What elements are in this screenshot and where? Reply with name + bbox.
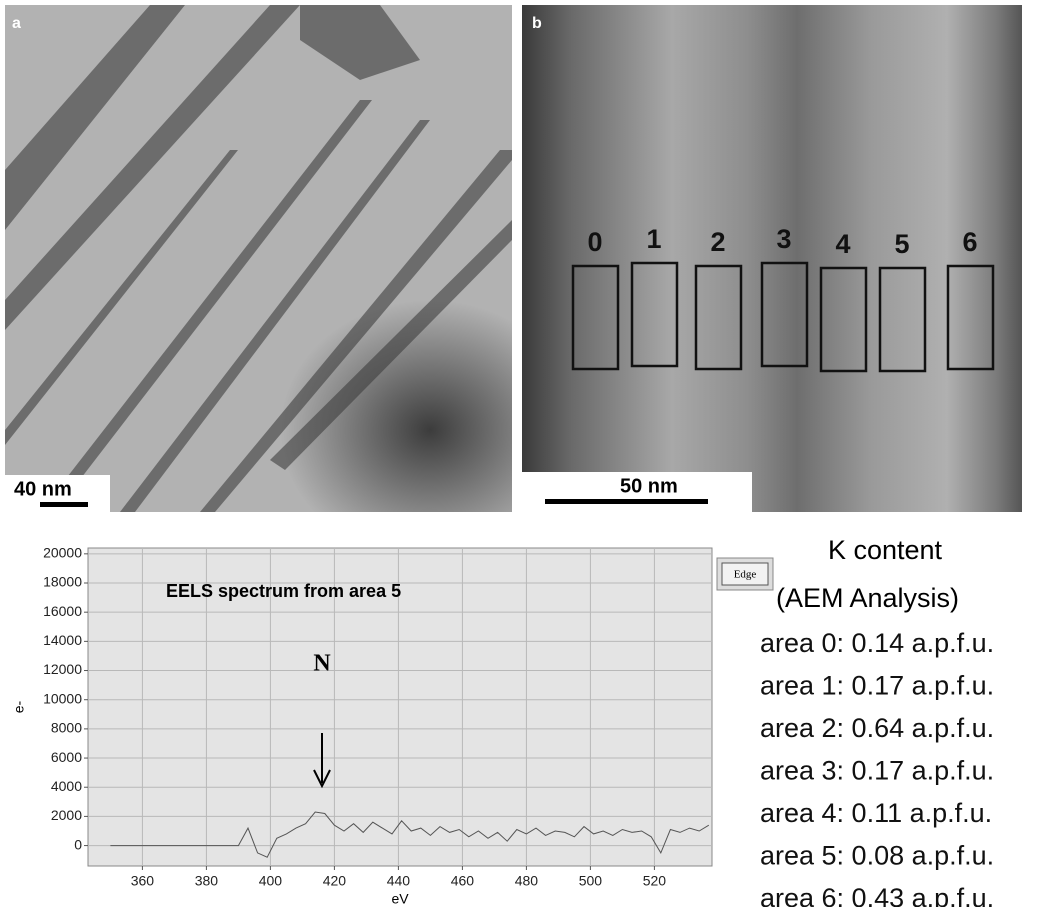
k-content-line: area 5: 0.08 a.p.f.u. <box>760 841 994 871</box>
y-tick-label: 12000 <box>43 661 82 677</box>
area-box <box>878 266 927 373</box>
annotation: N <box>313 651 331 677</box>
area-label: 0 <box>587 227 602 257</box>
x-tick-label: 460 <box>451 873 475 889</box>
area-box <box>630 261 679 368</box>
scale-bar <box>545 499 708 504</box>
k-content-line: area 0: 0.14 a.p.f.u. <box>760 628 994 658</box>
area-box <box>819 266 868 373</box>
x-axis-label: eV <box>391 891 409 907</box>
y-tick-label: 0 <box>74 836 82 852</box>
x-tick-label: 500 <box>579 873 603 889</box>
y-tick-label: 4000 <box>51 778 82 794</box>
area-box <box>946 264 995 371</box>
y-tick-label: 16000 <box>43 603 82 619</box>
area-box <box>694 264 743 371</box>
area-box <box>760 261 809 368</box>
area-label: 2 <box>710 227 725 257</box>
area-label: 6 <box>962 227 977 257</box>
area-label: 4 <box>835 229 850 259</box>
scale-bar <box>40 502 88 507</box>
annotation-arrowhead <box>313 769 331 789</box>
panel-label: b <box>532 15 542 32</box>
x-tick-label: 440 <box>387 873 411 889</box>
y-tick-label: 14000 <box>43 632 82 648</box>
area-box <box>571 264 620 371</box>
area-label: 3 <box>776 224 791 254</box>
micrograph-b <box>522 5 1022 512</box>
x-tick-label: 420 <box>323 873 347 889</box>
k-content-line: area 1: 0.17 a.p.f.u. <box>760 671 994 701</box>
panel-label: a <box>12 15 21 32</box>
x-tick-label: 520 <box>643 873 667 889</box>
area-label: 5 <box>894 229 909 259</box>
k-content-line: area 3: 0.17 a.p.f.u. <box>760 756 994 786</box>
plot-area <box>87 547 713 867</box>
k-content-line: area 6: 0.43 a.p.f.u. <box>760 883 994 907</box>
scale-bar-label: 40 nm <box>14 478 72 500</box>
edge-button-label[interactable]: Edge <box>734 569 757 581</box>
x-tick-label: 480 <box>515 873 539 889</box>
spectrum-line <box>110 811 710 858</box>
y-tick-label: 20000 <box>43 545 82 561</box>
area-label: 1 <box>646 224 661 254</box>
y-tick-label: 2000 <box>51 807 82 823</box>
k-subheading: (AEM Analysis) <box>776 583 959 613</box>
micrograph-a <box>5 5 512 512</box>
x-tick-label: 400 <box>259 873 283 889</box>
y-tick-label: 18000 <box>43 574 82 590</box>
y-axis-label: e- <box>11 700 27 713</box>
k-content-line: area 4: 0.11 a.p.f.u. <box>760 798 992 828</box>
scale-bar-label: 50 nm <box>620 475 678 497</box>
k-heading: K content <box>828 535 943 565</box>
y-tick-label: 10000 <box>43 690 82 706</box>
x-tick-label: 380 <box>195 873 219 889</box>
y-tick-label: 8000 <box>51 720 82 736</box>
y-tick-label: 6000 <box>51 749 82 765</box>
x-tick-label: 360 <box>131 873 155 889</box>
chart-title: EELS spectrum from area 5 <box>166 581 401 601</box>
k-content-line: area 2: 0.64 a.p.f.u. <box>760 713 994 743</box>
